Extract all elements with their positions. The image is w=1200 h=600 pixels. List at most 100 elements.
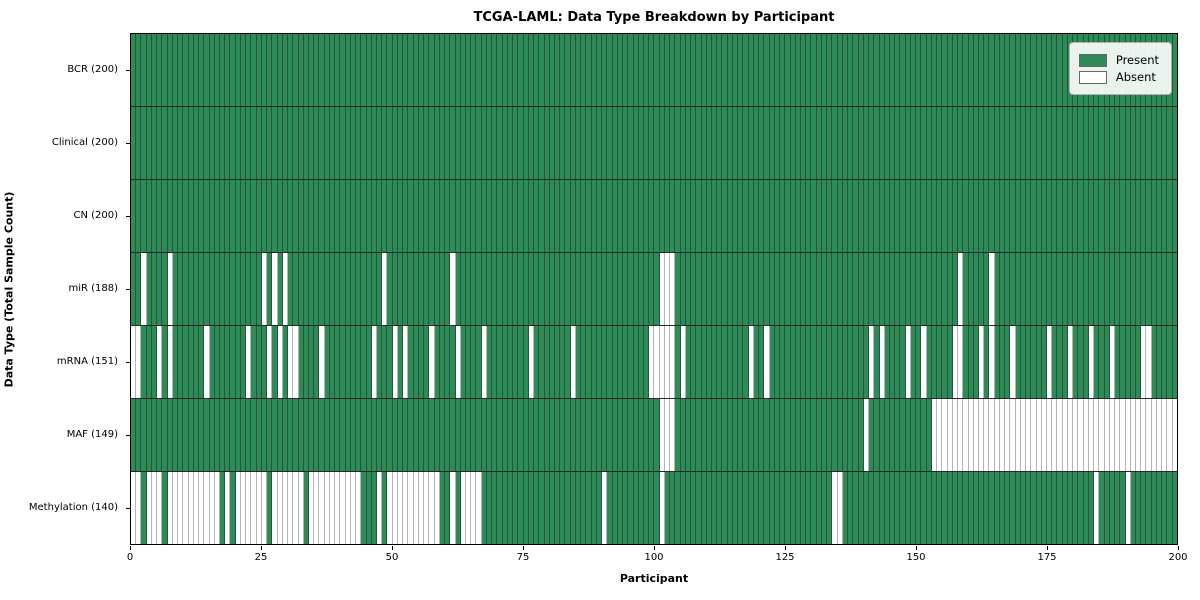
heatmap-cell bbox=[1172, 399, 1177, 471]
heatmap-cell bbox=[1036, 399, 1042, 471]
heatmap-cell bbox=[455, 472, 461, 544]
heatmap-cell bbox=[1036, 34, 1042, 106]
heatmap-cell bbox=[157, 34, 163, 106]
heatmap-cell bbox=[602, 399, 608, 471]
heatmap-cell bbox=[1057, 180, 1063, 252]
heatmap-cell bbox=[1136, 326, 1142, 398]
heatmap-cell bbox=[581, 180, 587, 252]
heatmap-cell bbox=[670, 34, 676, 106]
heatmap-cell bbox=[696, 34, 702, 106]
heatmap-cell bbox=[1073, 472, 1079, 544]
heatmap-cell bbox=[785, 34, 791, 106]
heatmap-cell bbox=[193, 472, 200, 544]
heatmap-cell bbox=[612, 472, 618, 544]
heatmap-cell bbox=[1015, 107, 1021, 179]
heatmap-cell bbox=[769, 326, 775, 398]
heatmap-cell bbox=[806, 253, 812, 325]
heatmap-cell bbox=[785, 107, 791, 179]
heatmap-cell bbox=[1141, 399, 1147, 471]
heatmap-cell bbox=[199, 180, 205, 252]
heatmap-cell bbox=[696, 472, 702, 544]
heatmap-cell bbox=[727, 107, 733, 179]
heatmap-cell bbox=[366, 253, 372, 325]
heatmap-cell bbox=[753, 253, 760, 325]
heatmap-cell bbox=[994, 399, 1000, 471]
heatmap-cell bbox=[858, 326, 864, 398]
heatmap-cell bbox=[397, 180, 404, 252]
heatmap-cell bbox=[392, 326, 398, 398]
heatmap-cell bbox=[345, 34, 351, 106]
heatmap-cell bbox=[607, 107, 613, 179]
heatmap-cell bbox=[722, 326, 728, 398]
heatmap-cell bbox=[743, 107, 749, 179]
heatmap-cell bbox=[973, 399, 979, 471]
heatmap-cell bbox=[821, 326, 828, 398]
heatmap-cell bbox=[780, 472, 786, 544]
heatmap-cell bbox=[1073, 399, 1079, 471]
x-tick-mark bbox=[916, 546, 917, 550]
heatmap-cell bbox=[1036, 326, 1042, 398]
heatmap-cell bbox=[952, 326, 959, 398]
heatmap-cell bbox=[554, 326, 561, 398]
heatmap-cell bbox=[712, 34, 718, 106]
heatmap-cell bbox=[1172, 253, 1177, 325]
heatmap-cell bbox=[392, 107, 398, 179]
heatmap-cell bbox=[492, 253, 498, 325]
heatmap-cell bbox=[481, 180, 487, 252]
heatmap-cell bbox=[319, 326, 325, 398]
heatmap-cell bbox=[481, 253, 487, 325]
heatmap-cell bbox=[1162, 107, 1168, 179]
heatmap-cell bbox=[999, 34, 1006, 106]
heatmap-cell bbox=[691, 326, 697, 398]
heatmap-cell bbox=[1041, 34, 1048, 106]
heatmap-cell bbox=[178, 253, 184, 325]
heatmap-cell bbox=[869, 326, 875, 398]
heatmap-cell bbox=[994, 180, 1000, 252]
heatmap-cell bbox=[418, 326, 425, 398]
heatmap-cell bbox=[319, 253, 325, 325]
heatmap-cell bbox=[712, 180, 718, 252]
heatmap-cell bbox=[712, 326, 718, 398]
heatmap-cell bbox=[403, 180, 409, 252]
heatmap-cell bbox=[638, 34, 644, 106]
heatmap-cell bbox=[973, 34, 979, 106]
heatmap-cell bbox=[638, 326, 644, 398]
heatmap-cell bbox=[879, 180, 885, 252]
heatmap-cell bbox=[821, 399, 828, 471]
heatmap-cell bbox=[235, 107, 241, 179]
heatmap-cell bbox=[916, 34, 922, 106]
heatmap-cell bbox=[240, 34, 247, 106]
heatmap-cell bbox=[1125, 472, 1131, 544]
heatmap-cell bbox=[586, 34, 592, 106]
heatmap-cell bbox=[528, 180, 535, 252]
heatmap-cell bbox=[424, 472, 430, 544]
heatmap-cell bbox=[319, 34, 325, 106]
heatmap-cell bbox=[748, 107, 754, 179]
heatmap-cell bbox=[507, 326, 514, 398]
heatmap-cell bbox=[476, 180, 482, 252]
heatmap-cell bbox=[889, 326, 896, 398]
heatmap-cell bbox=[1020, 253, 1027, 325]
heatmap-cell bbox=[1141, 180, 1147, 252]
heatmap-cell bbox=[832, 253, 838, 325]
heatmap-cell bbox=[816, 107, 822, 179]
heatmap-cell bbox=[607, 34, 613, 106]
heatmap-cell bbox=[821, 253, 828, 325]
heatmap-cell bbox=[727, 399, 733, 471]
heatmap-cell bbox=[534, 107, 540, 179]
heatmap-cell bbox=[910, 253, 917, 325]
heatmap-cell bbox=[942, 253, 948, 325]
heatmap-cell bbox=[256, 399, 262, 471]
heatmap-cell bbox=[743, 180, 749, 252]
heatmap-cell bbox=[952, 107, 959, 179]
heatmap-cell bbox=[937, 326, 943, 398]
heatmap-cell bbox=[774, 472, 781, 544]
heatmap-cell bbox=[952, 472, 959, 544]
heatmap-cell bbox=[371, 472, 378, 544]
heatmap-cell bbox=[832, 180, 838, 252]
x-tick-mark bbox=[523, 546, 524, 550]
heatmap-cell bbox=[293, 399, 299, 471]
heatmap-cell bbox=[795, 180, 801, 252]
heatmap-cell bbox=[638, 107, 644, 179]
heatmap-cell bbox=[172, 34, 179, 106]
